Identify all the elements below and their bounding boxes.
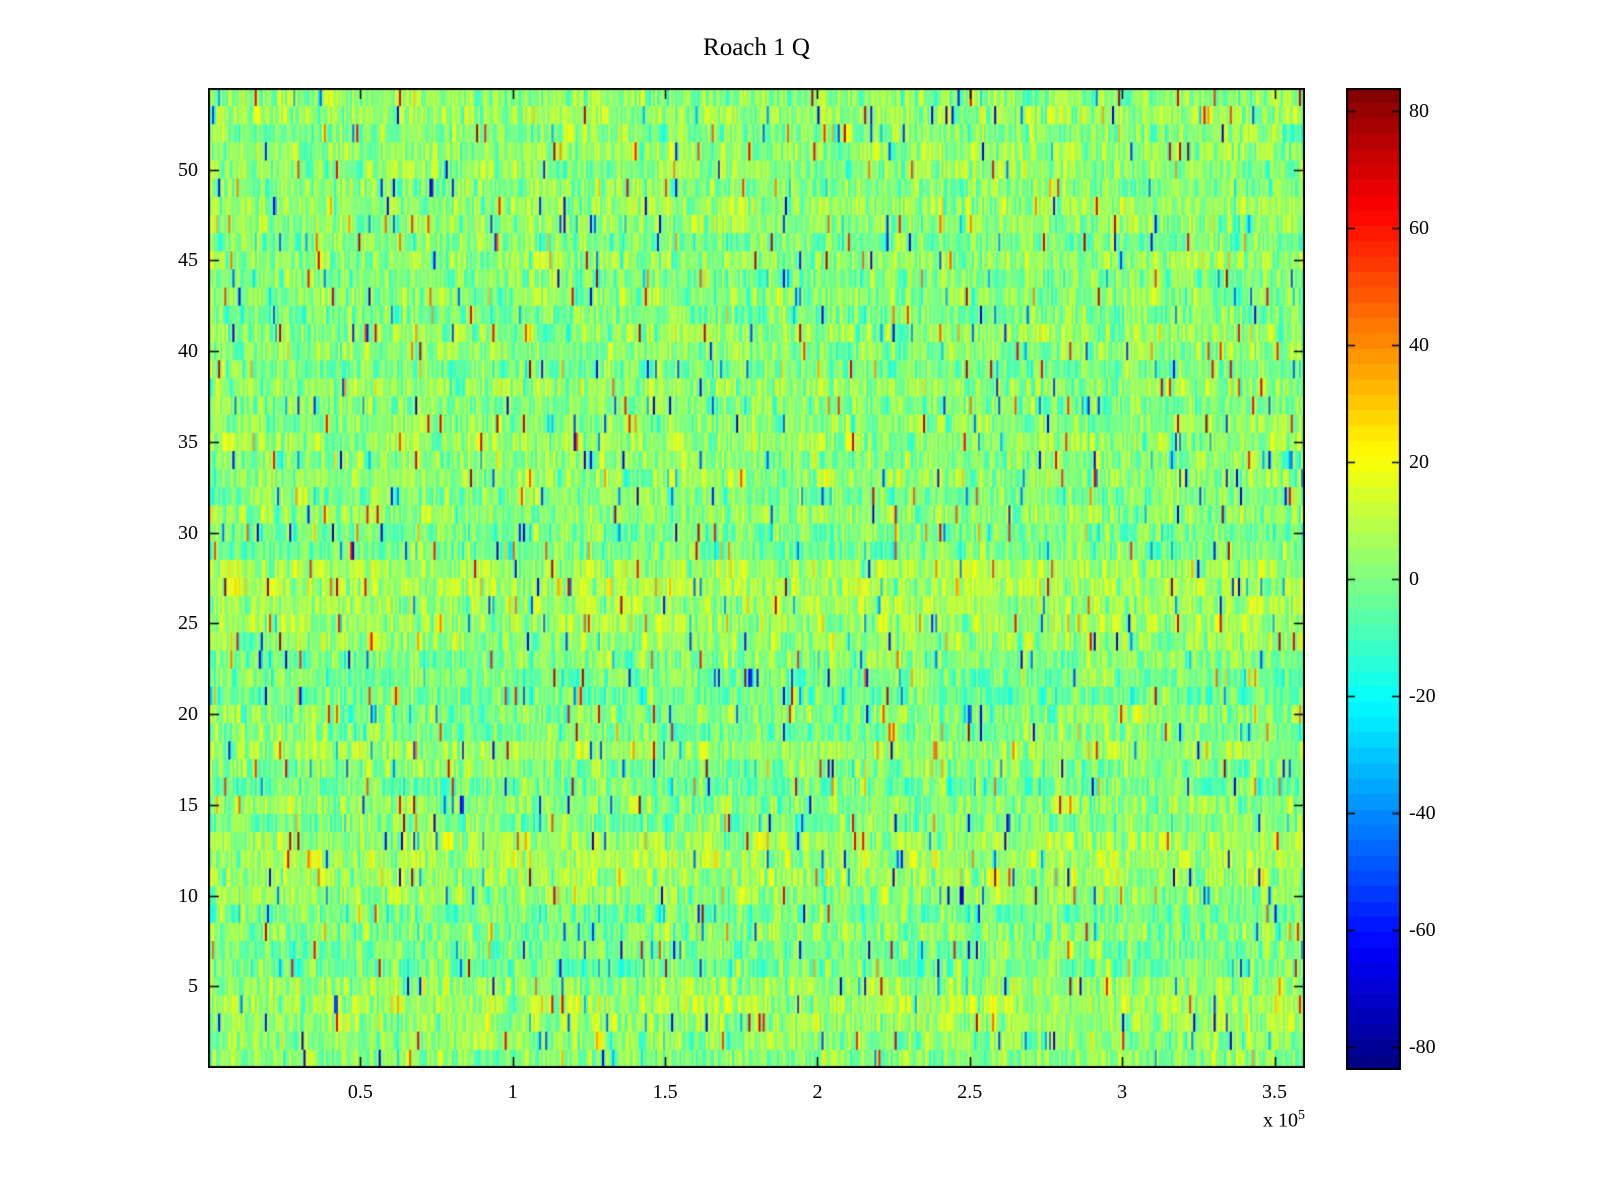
x-axis-exponent-value: 5 — [1298, 1108, 1305, 1123]
x-axis-exponent-prefix: x 10 — [1263, 1109, 1298, 1132]
x-axis-tick-label: 2.5 — [957, 1081, 983, 1103]
y-axis-tick-label: 10 — [178, 884, 198, 907]
x-axis-tick-label: 1 — [507, 1081, 518, 1103]
y-axis-tick-label: 30 — [178, 521, 198, 544]
y-axis-tick-label: 40 — [178, 340, 198, 363]
chart-title: Roach 1 Q — [703, 34, 810, 61]
y-axis-tick-label: 20 — [178, 703, 198, 726]
x-axis-exponent-label: x 105 — [1185, 1108, 1305, 1133]
y-axis-tick-label: 35 — [178, 430, 198, 453]
x-axis-tick-label: 0.5 — [347, 1081, 373, 1103]
colorbar — [1346, 88, 1401, 1070]
x-axis-tick-label: 3.5 — [1262, 1081, 1288, 1103]
y-axis-tick-label: 45 — [178, 249, 198, 272]
x-axis-tick-label: 3 — [1117, 1081, 1128, 1103]
colorbar-tick-label: -20 — [1409, 684, 1436, 707]
colorbar-tick-label: -40 — [1409, 801, 1436, 824]
colorbar-tick-label: 0 — [1409, 568, 1419, 590]
colorbar-tick-label: -60 — [1409, 918, 1436, 941]
x-axis-tick-label: 1.5 — [652, 1081, 678, 1103]
colorbar-tick-label: 60 — [1409, 217, 1429, 240]
colorbar-tick-label: 80 — [1409, 100, 1429, 123]
heatmap-canvas — [208, 88, 1305, 1068]
y-axis-tick-label: 15 — [178, 793, 198, 816]
colorbar-tick-label: 40 — [1409, 334, 1429, 357]
colorbar-tick-label: 20 — [1409, 451, 1429, 474]
y-axis-tick-label: 25 — [178, 612, 198, 635]
y-axis-tick-label: 50 — [178, 158, 198, 181]
colorbar-tick-label: -80 — [1409, 1035, 1436, 1058]
y-axis-tick-label: 5 — [188, 975, 198, 998]
x-axis-tick-label: 2 — [812, 1081, 823, 1103]
